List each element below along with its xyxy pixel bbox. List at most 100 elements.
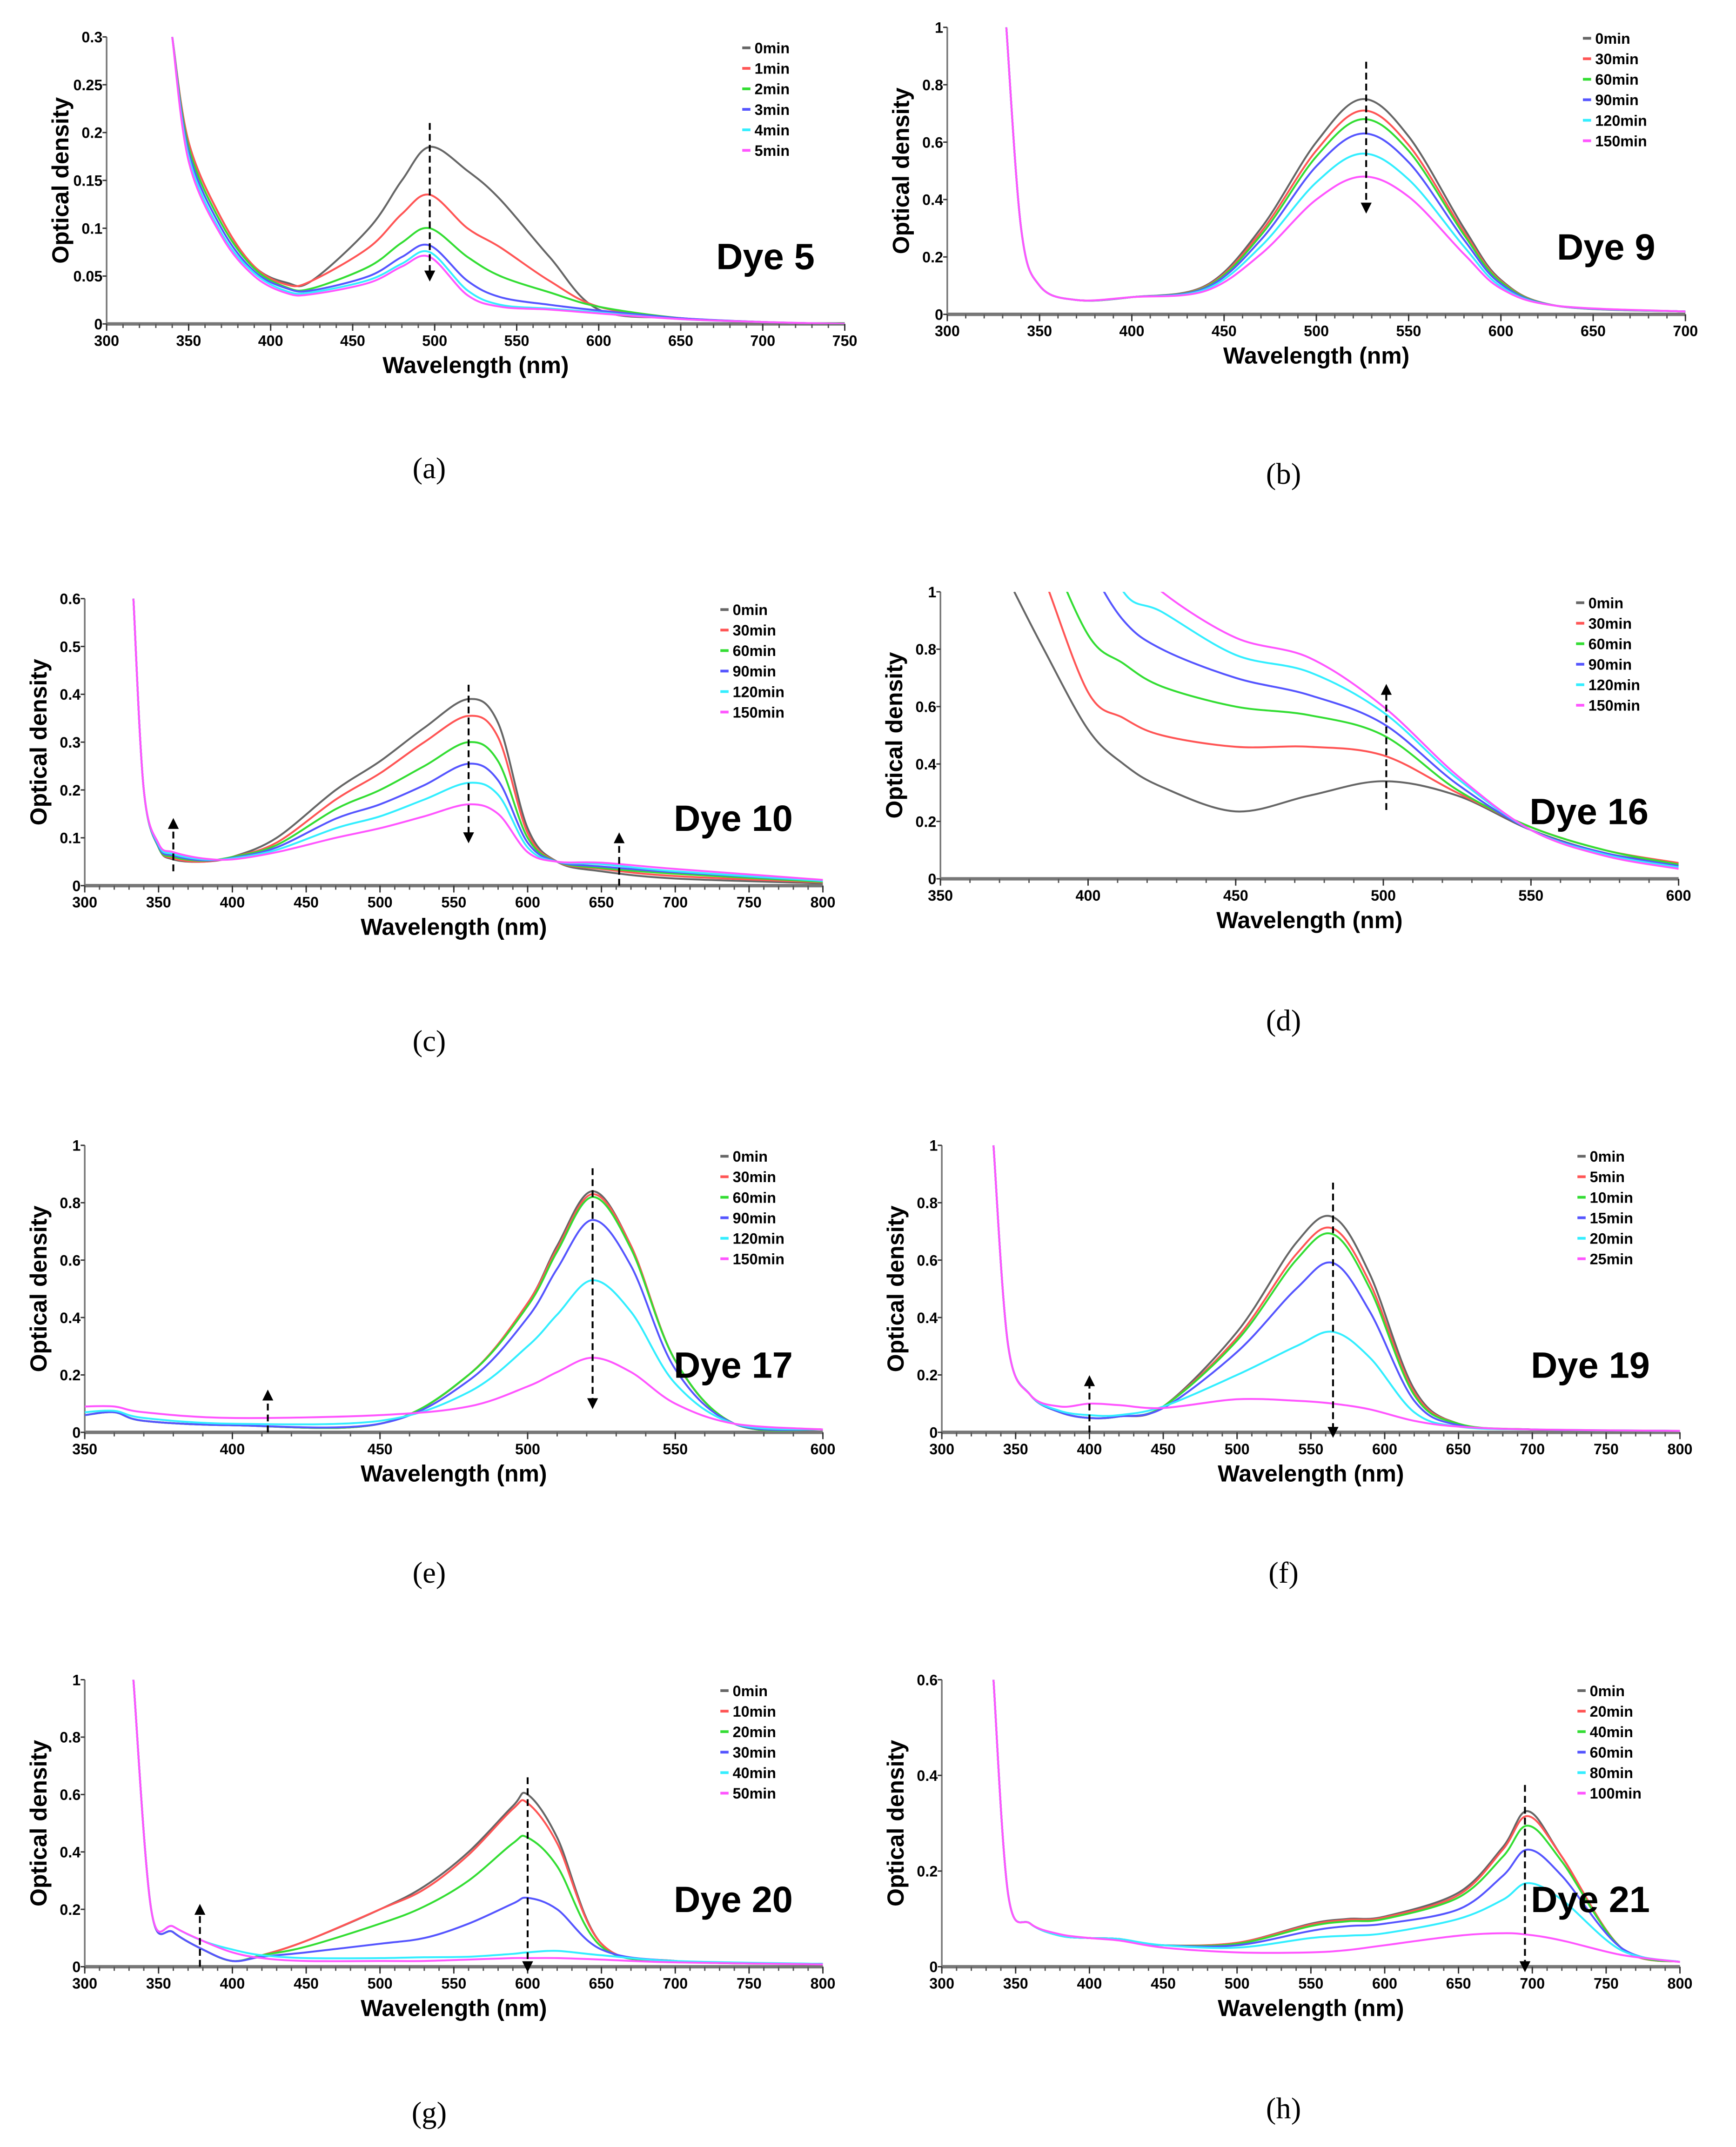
x-tick-label: 450 (1223, 887, 1248, 904)
legend-entry: 120min (1595, 112, 1647, 129)
x-tick-label: 500 (368, 1975, 393, 1992)
x-tick-label: 550 (663, 1441, 688, 1458)
legend-entry: 90min (1589, 656, 1632, 673)
x-tick-label: 350 (1003, 1441, 1028, 1458)
legend-entry: 90min (733, 663, 776, 680)
x-tick-label: 300 (929, 1975, 954, 1992)
series-line-60min (85, 1196, 823, 1432)
y-tick-label: 0.4 (60, 686, 80, 703)
series-line-150min (1160, 592, 1679, 870)
series-line-20min (132, 1679, 823, 1965)
x-tick-label: 550 (1518, 887, 1543, 904)
x-tick-label: 350 (146, 894, 171, 911)
x-tick-label: 400 (220, 894, 245, 911)
series-group (992, 1679, 1680, 1963)
series-line-20min (992, 1145, 1680, 1432)
x-tick-label: 800 (811, 1975, 836, 1992)
legend-entry: 0min (733, 1148, 768, 1165)
y-tick-label: 0 (94, 316, 102, 333)
chart-g: 300 350 400 450 500 550 600 650 700 750 800 0 0.2 0.4… (26, 1672, 836, 2021)
x-tick-label: 500 (1304, 323, 1329, 340)
caption-g: (g) (411, 2095, 447, 2130)
x-tick-label: 600 (1488, 323, 1514, 340)
panel-f-dye-19: 300 350 400 450 500 550 600 650 700 750 800 0 0.2 0.4… (860, 1118, 1707, 1528)
x-tick-label: 500 (515, 1441, 540, 1458)
y-axis-label: Optical density (883, 1205, 909, 1372)
chart-b: 300 350 400 450 500 550 600 650 700 0 0.2 0.4 0.6 0.8… (888, 20, 1698, 369)
x-tick-label: 600 (1372, 1975, 1397, 1992)
y-axis-label: Optical density (881, 652, 907, 818)
x-tick-label: 650 (668, 332, 693, 349)
x-tick-label: 650 (589, 894, 614, 911)
y-tick-label: 0.2 (922, 249, 943, 266)
legend-entry: 30min (1589, 615, 1632, 632)
legend-entry: 60min (1595, 71, 1638, 88)
series-line-90min (85, 1219, 823, 1431)
y-tick-label: 0.15 (73, 173, 102, 189)
series-line-60min (1066, 592, 1679, 866)
legend-entry: 40min (733, 1765, 776, 1781)
series-line-60min (132, 598, 823, 883)
legend-entry: 0min (1595, 30, 1630, 47)
series-line-3min (171, 37, 845, 324)
dye-label: Dye 19 (1531, 1344, 1650, 1385)
y-tick-label: 1 (72, 1672, 80, 1688)
y-tick-label: 0.05 (73, 268, 102, 285)
y-tick-label: 0.8 (915, 641, 936, 658)
series-group (992, 1145, 1680, 1432)
dye-label: Dye 9 (1557, 226, 1656, 268)
y-tick-label: 0.6 (60, 1252, 80, 1269)
legend-entry: 40min (1590, 1724, 1633, 1740)
y-tick-label: 0 (72, 877, 80, 894)
series-line-150min (1005, 27, 1686, 313)
y-tick-label: 0.5 (60, 638, 80, 655)
legend-entry: 60min (733, 642, 776, 659)
x-tick-label: 550 (441, 894, 466, 911)
caption-c: (c) (412, 1023, 446, 1058)
series-line-30min (85, 1193, 823, 1432)
series-line-0min (132, 598, 823, 884)
legend-entry: 120min (733, 683, 784, 700)
legend-entry: 0min (1589, 595, 1623, 611)
chart-a: 300 350 400 450 500 550 600 650 700 750 0 0.05 0.1 0.… (47, 29, 858, 378)
caption-f: (f) (1268, 1555, 1299, 1590)
series-line-120min (1005, 27, 1686, 313)
x-tick-label: 750 (1594, 1975, 1619, 1992)
legend-entry: 90min (1595, 92, 1638, 108)
legend-entry: 10min (1590, 1189, 1633, 1206)
y-tick-label: 0.6 (922, 134, 943, 151)
x-tick-label: 300 (72, 894, 97, 911)
x-tick-label: 400 (1077, 1441, 1102, 1458)
x-tick-label: 450 (368, 1441, 393, 1458)
x-tick-label: 700 (1520, 1441, 1545, 1458)
x-tick-label: 500 (1225, 1975, 1250, 1992)
y-tick-label: 0.6 (60, 591, 80, 608)
series-group (85, 1190, 823, 1432)
caption-b: (b) (1266, 456, 1301, 491)
legend-entry: 20min (1590, 1703, 1633, 1720)
y-tick-label: 0.2 (60, 1367, 80, 1384)
legend-entry: 30min (733, 622, 776, 639)
x-tick-label: 400 (1077, 1975, 1102, 1992)
legend-entry: 60min (1589, 635, 1632, 652)
panel-a-dye-5: 300 350 400 450 500 550 600 650 700 750 0 0.05 0.1 0.… (25, 10, 872, 420)
y-tick-label: 0.4 (60, 1844, 80, 1860)
legend-entry: 0min (733, 602, 768, 618)
y-axis-label: Optical density (888, 87, 914, 254)
series-group (1005, 27, 1686, 313)
series-line-50min (132, 1679, 823, 1966)
legend-entry: 150min (1589, 697, 1640, 714)
y-tick-label: 0 (929, 1959, 938, 1975)
y-tick-label: 0 (929, 1425, 938, 1441)
dye-label: Dye 21 (1531, 1879, 1650, 1920)
dye-label: Dye 17 (674, 1344, 793, 1385)
caption-a: (a) (412, 451, 446, 485)
x-tick-label: 350 (1003, 1975, 1028, 1992)
chart-h: 300 350 400 450 500 550 600 650 700 750 800 0 0.2 0.4… (883, 1672, 1693, 2021)
panel-c-dye-10: 300 350 400 450 500 550 600 650 700 750 800 0 0.1 0.2… (3, 571, 850, 981)
y-axis-label: Optical density (47, 97, 74, 264)
series-group (1013, 592, 1679, 870)
y-tick-label: 0.8 (922, 77, 943, 94)
y-tick-label: 0.25 (73, 77, 102, 94)
x-tick-label: 800 (811, 894, 836, 911)
